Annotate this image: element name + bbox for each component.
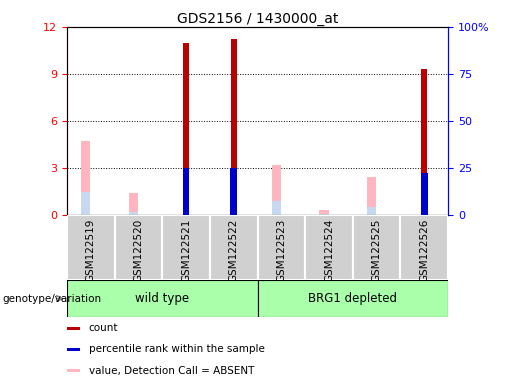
Bar <box>367 177 376 215</box>
Text: GSM122520: GSM122520 <box>133 218 143 281</box>
Text: genotype/variation: genotype/variation <box>3 293 101 304</box>
Bar <box>210 215 258 280</box>
Text: BRG1 depleted: BRG1 depleted <box>308 292 397 305</box>
Text: GSM122523: GSM122523 <box>277 218 286 282</box>
Bar <box>183 43 189 215</box>
Text: GSM122521: GSM122521 <box>181 218 191 282</box>
Text: GSM122522: GSM122522 <box>229 218 238 282</box>
Bar <box>67 215 115 280</box>
Bar <box>67 369 80 372</box>
Title: GDS2156 / 1430000_at: GDS2156 / 1430000_at <box>177 12 338 26</box>
Bar <box>67 348 80 351</box>
Bar <box>67 280 258 317</box>
Bar <box>129 212 138 215</box>
Bar <box>421 173 427 215</box>
Bar <box>272 201 281 215</box>
Bar <box>305 215 353 280</box>
Bar <box>367 207 376 215</box>
Text: wild type: wild type <box>135 292 190 305</box>
Bar <box>162 215 210 280</box>
Bar <box>401 215 448 280</box>
Bar <box>183 168 190 215</box>
Bar <box>421 69 427 215</box>
Bar <box>230 168 237 215</box>
Text: GSM122524: GSM122524 <box>324 218 334 282</box>
Text: GSM122519: GSM122519 <box>86 218 96 282</box>
Text: count: count <box>89 323 118 333</box>
Bar <box>272 165 281 215</box>
Bar <box>114 215 162 280</box>
Bar <box>258 280 448 317</box>
Text: GSM122526: GSM122526 <box>419 218 429 282</box>
Bar <box>231 40 236 215</box>
Text: percentile rank within the sample: percentile rank within the sample <box>89 344 265 354</box>
Bar <box>353 215 401 280</box>
Bar <box>67 327 80 330</box>
Bar <box>81 192 90 215</box>
Bar <box>81 141 90 215</box>
Bar <box>258 215 305 280</box>
Bar <box>319 210 329 215</box>
Text: GSM122525: GSM122525 <box>372 218 382 282</box>
Text: value, Detection Call = ABSENT: value, Detection Call = ABSENT <box>89 366 254 376</box>
Bar <box>319 214 329 215</box>
Bar <box>129 193 138 215</box>
